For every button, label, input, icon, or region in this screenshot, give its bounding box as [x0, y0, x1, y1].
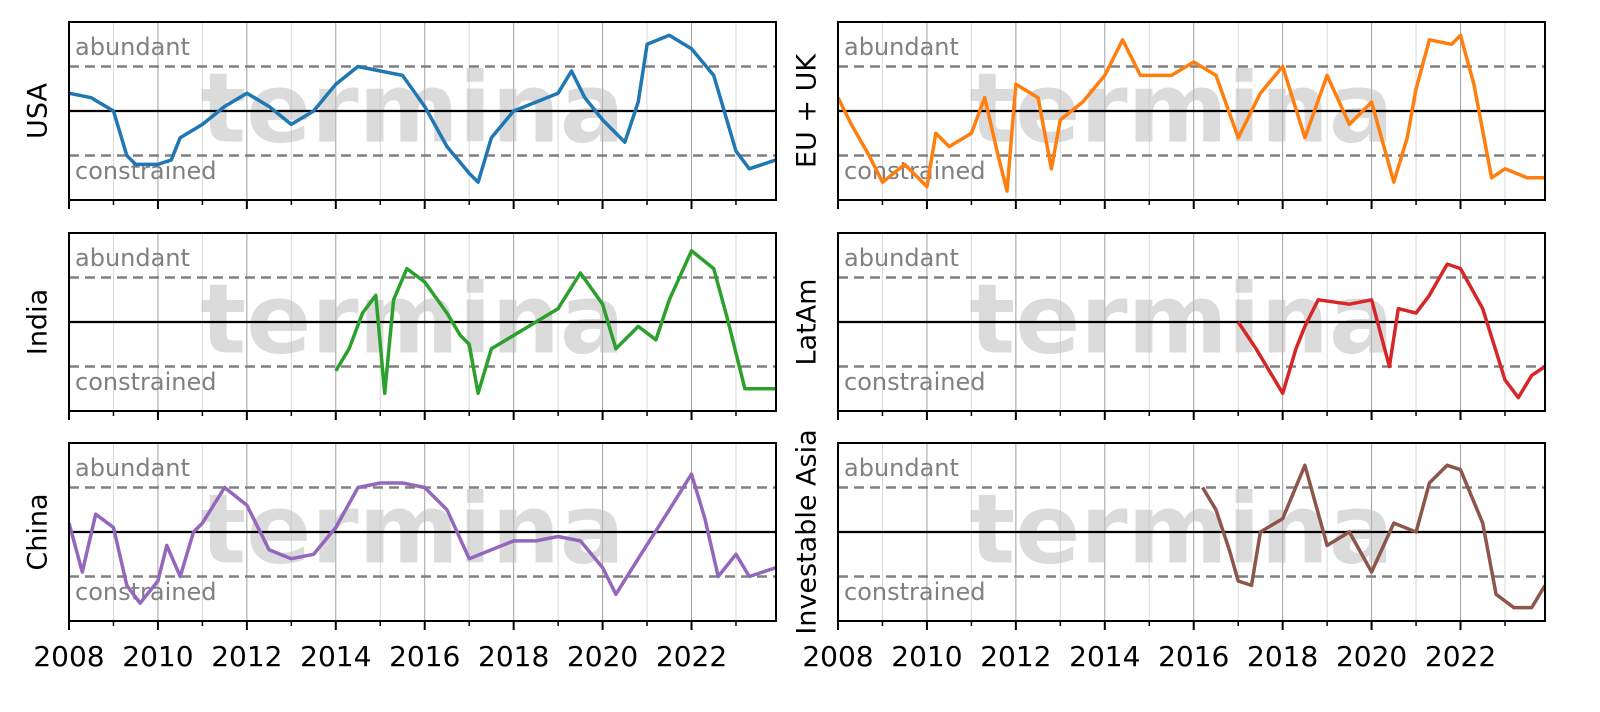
y-axis-label: EU + UK	[792, 53, 823, 168]
reference-label: abundant	[75, 454, 190, 482]
panel: termina abundant constrained LatAm	[792, 232, 1546, 420]
x-tick-label: 2012	[980, 640, 1051, 673]
panel: termina abundant constrained USA	[23, 21, 777, 209]
y-axis-label: India	[23, 289, 54, 355]
x-tick-label: 2010	[122, 640, 193, 673]
plot-frame	[837, 442, 1546, 622]
watermark: termina	[969, 263, 1393, 375]
x-tick-label: 2008	[802, 640, 873, 673]
x-tick-label: 2016	[389, 640, 460, 673]
reference-label: constrained	[844, 368, 985, 396]
plot-frame	[68, 232, 777, 412]
reference-label: constrained	[75, 578, 216, 606]
panel: termina abundant constrained 2008 2010 2012 20…	[792, 429, 1546, 673]
reference-label: abundant	[844, 244, 959, 272]
watermark: termina	[200, 473, 624, 585]
x-tick-label: 2022	[656, 640, 727, 673]
reference-label: abundant	[75, 244, 190, 272]
series-group	[1201, 463, 1545, 610]
plot-frame	[68, 442, 777, 622]
plot-frame	[837, 21, 1546, 201]
x-tick-label: 2008	[33, 640, 104, 673]
x-tick-label: 2018	[1247, 640, 1318, 673]
reference-label: abundant	[75, 33, 190, 61]
y-axis-label: LatAm	[792, 279, 823, 366]
data-line	[1236, 262, 1545, 400]
series-group	[1236, 262, 1545, 400]
x-tick-label: 2018	[478, 640, 549, 673]
watermark: termina	[200, 263, 624, 375]
series-group	[838, 33, 1545, 193]
x-tick-label: 2014	[300, 640, 371, 673]
reference-label: constrained	[75, 157, 216, 185]
reference-label: abundant	[844, 33, 959, 61]
data-line	[334, 249, 776, 395]
y-axis-label: Investable Asia	[792, 429, 823, 634]
series-group	[69, 33, 776, 184]
y-axis-label: China	[23, 493, 54, 570]
plot-frame	[68, 21, 777, 201]
x-tick-label: 2022	[1425, 640, 1496, 673]
data-line	[838, 33, 1545, 193]
data-line	[69, 472, 776, 605]
x-tick-label: 2010	[891, 640, 962, 673]
panel: termina abundant constrained India	[23, 232, 777, 420]
reference-label: constrained	[844, 157, 985, 185]
reference-label: abundant	[844, 454, 959, 482]
x-tick-label: 2014	[1069, 640, 1140, 673]
reference-label: constrained	[75, 368, 216, 396]
x-tick-label: 2012	[211, 640, 282, 673]
series-group	[334, 249, 776, 395]
x-tick-label: 2020	[1336, 640, 1407, 673]
watermark: termina	[200, 52, 624, 164]
data-line	[69, 33, 776, 184]
x-tick-label: 2020	[567, 640, 638, 673]
plot-frame	[837, 232, 1546, 412]
reference-label: constrained	[844, 578, 985, 606]
y-axis-label: USA	[23, 83, 54, 139]
x-tick-label: 2016	[1158, 640, 1229, 673]
series-group	[69, 472, 776, 605]
data-line	[1201, 463, 1545, 610]
panel: termina abundant constrained 2008 2010 2012 20…	[23, 442, 777, 673]
watermark: termina	[969, 473, 1393, 585]
